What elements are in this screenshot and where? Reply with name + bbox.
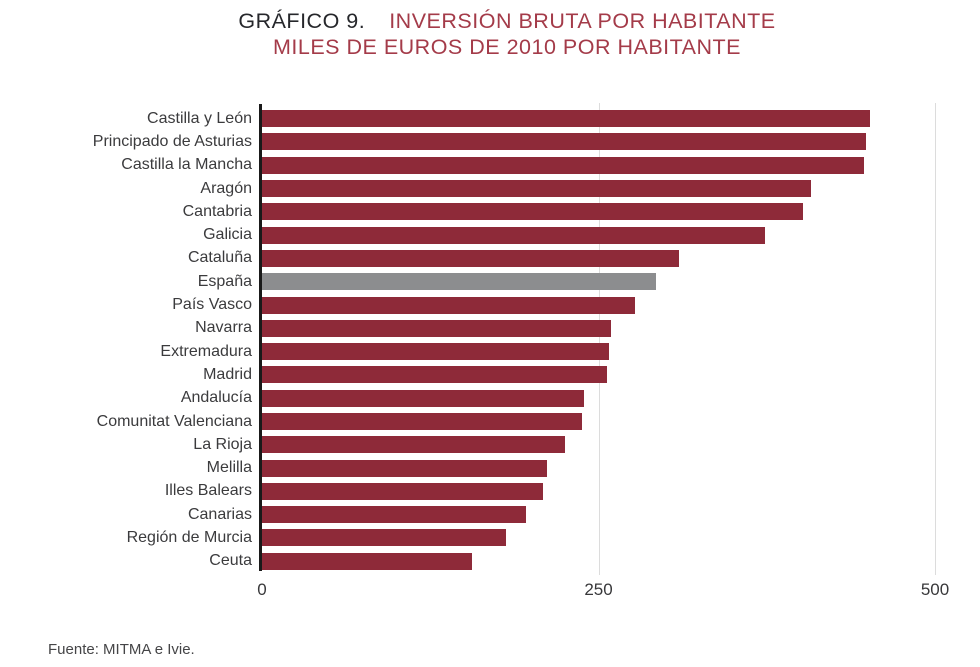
category-label: Castilla y León <box>147 109 252 127</box>
bar <box>262 436 565 454</box>
bar <box>262 296 635 314</box>
chart-title-text: INVERSIÓN BRUTA POR HABITANTE <box>389 9 776 33</box>
bar-track <box>262 319 935 337</box>
bar-track <box>262 273 935 291</box>
bar <box>262 180 812 198</box>
bar-track <box>262 180 935 198</box>
y-axis-line <box>259 104 262 571</box>
bar <box>262 319 611 337</box>
chart-row: Illes Balears <box>0 480 935 503</box>
bar <box>262 226 766 244</box>
bar-track <box>262 226 935 244</box>
category-label: País Vasco <box>172 296 252 314</box>
x-axis-ticks: 0 250 500 <box>257 580 949 602</box>
bar <box>262 482 544 500</box>
bar-track <box>262 203 935 221</box>
category-label: Cantabria <box>182 202 252 220</box>
bar-track <box>262 552 935 570</box>
bar-track <box>262 156 935 174</box>
bar-track <box>262 506 935 524</box>
chart-row: Comunitat Valenciana <box>0 410 935 433</box>
x-tick-250: 250 <box>584 580 613 599</box>
chart-row: Galicia <box>0 223 935 246</box>
category-label: Región de Murcia <box>126 528 252 546</box>
bar <box>262 156 864 174</box>
x-tick-500: 500 <box>920 580 950 599</box>
chart-row: La Rioja <box>0 433 935 456</box>
bar <box>262 459 548 477</box>
bar-track <box>262 436 935 454</box>
chart-row: Castilla la Mancha <box>0 154 935 177</box>
chart-title-line1: GRÁFICO 9. INVERSIÓN BRUTA POR HABITANTE <box>34 8 980 34</box>
chart-row: Castilla y León <box>0 107 935 130</box>
source-note: Fuente: MITMA e Ivie. <box>48 641 195 658</box>
bar <box>262 552 472 570</box>
chart-row: Andalucía <box>0 387 935 410</box>
bar <box>262 343 610 361</box>
plot-area <box>259 103 936 575</box>
bar <box>262 413 583 430</box>
bar <box>262 529 506 547</box>
chart-row: Ceuta <box>0 550 935 573</box>
chart-row: España <box>0 270 935 293</box>
category-label: Melilla <box>206 459 252 477</box>
gridline-500 <box>935 103 936 575</box>
category-label: Aragón <box>200 179 252 197</box>
chart-row: Madrid <box>0 363 935 386</box>
bar-track <box>262 110 935 128</box>
chart-row: Cantabria <box>0 200 935 223</box>
category-label: Extremadura <box>160 342 252 360</box>
chart-row: Canarias <box>0 503 935 526</box>
category-label: Canarias <box>187 505 252 523</box>
bar <box>262 249 680 267</box>
x-tick-0: 0 <box>257 580 267 599</box>
bar <box>262 110 871 128</box>
category-label: Andalucía <box>180 389 252 407</box>
bar-track <box>262 366 935 384</box>
chart-number-label: GRÁFICO 9. <box>238 9 366 33</box>
bar-track <box>262 459 935 477</box>
bar-track <box>262 296 935 314</box>
gridline-250 <box>598 103 600 575</box>
chart-title: GRÁFICO 9. INVERSIÓN BRUTA POR HABITANTE … <box>0 8 980 60</box>
category-label: La Rioja <box>193 435 252 453</box>
category-label: Cataluña <box>187 249 252 267</box>
chart-row: Principado de Asturias <box>0 130 935 153</box>
category-label: España <box>197 272 252 290</box>
chart-row: Aragón <box>0 177 935 200</box>
bar-track <box>262 133 935 151</box>
bar-track <box>262 343 935 361</box>
bar-track <box>262 413 935 430</box>
bar <box>262 389 584 407</box>
chart-row: País Vasco <box>0 293 935 316</box>
chart-row: Región de Murcia <box>0 526 935 549</box>
chart-subtitle: MILES DE EUROS DE 2010 POR HABITANTE <box>272 35 742 59</box>
bar-rows: Castilla y León Principado de Asturias Cas… <box>0 107 935 573</box>
bar <box>262 366 607 384</box>
category-label: Madrid <box>203 365 252 383</box>
bar-track <box>262 389 935 407</box>
category-label: Navarra <box>195 319 252 337</box>
bar <box>262 203 804 221</box>
category-label: Principado de Asturias <box>92 132 252 150</box>
category-label: Illes Balears <box>164 482 252 500</box>
chart-row: Extremadura <box>0 340 935 363</box>
chart-row: Navarra <box>0 317 935 340</box>
category-label: Castilla la Mancha <box>121 156 252 174</box>
bar-track <box>262 482 935 500</box>
bar <box>262 506 526 524</box>
category-label: Ceuta <box>209 552 252 570</box>
bar-highlight <box>262 273 657 291</box>
category-label: Comunitat Valenciana <box>96 412 252 430</box>
chart-row: Cataluña <box>0 247 935 270</box>
bar-track <box>262 529 935 547</box>
bar-track <box>262 249 935 267</box>
category-label: Galicia <box>203 226 252 244</box>
bar <box>262 133 867 151</box>
chart-row: Melilla <box>0 456 935 479</box>
